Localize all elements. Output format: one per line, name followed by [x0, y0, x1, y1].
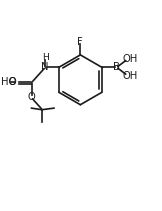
Text: N: N: [41, 62, 49, 72]
Text: OH: OH: [122, 54, 137, 64]
Text: H: H: [42, 53, 49, 62]
Text: F: F: [77, 37, 83, 47]
Text: OH: OH: [122, 71, 137, 81]
Text: O: O: [28, 92, 36, 102]
Text: HO: HO: [1, 77, 17, 87]
Text: O: O: [9, 77, 17, 87]
Text: B: B: [113, 62, 120, 72]
